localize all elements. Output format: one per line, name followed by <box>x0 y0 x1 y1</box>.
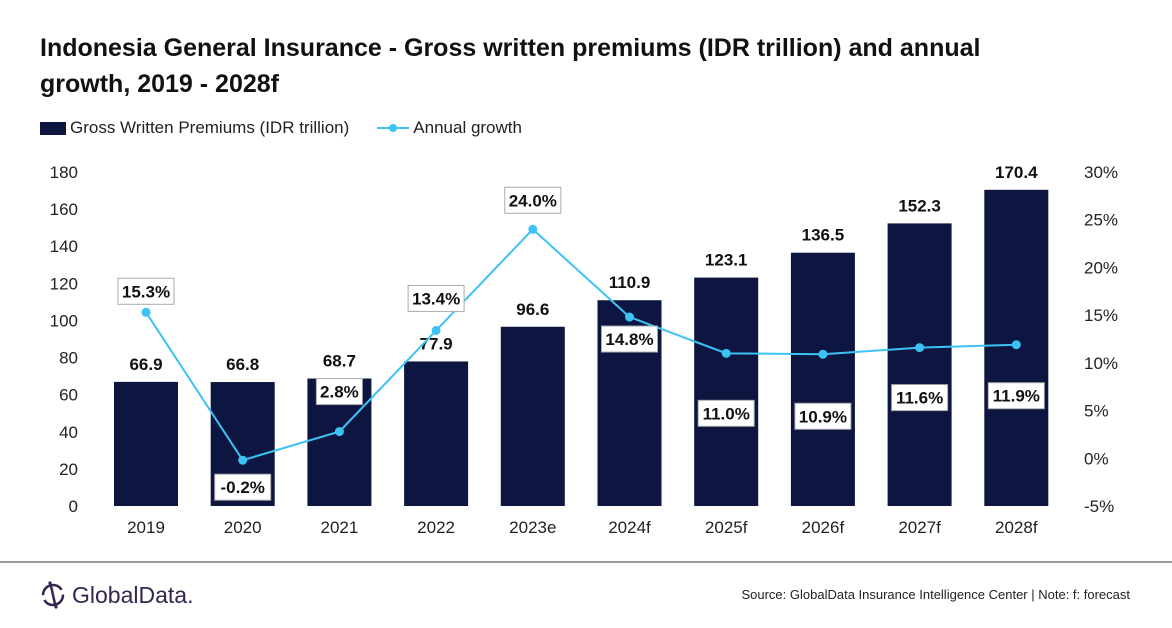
y-left-tick: 100 <box>50 311 78 330</box>
y-right-tick: 10% <box>1084 354 1118 373</box>
globaldata-logo-icon <box>41 581 65 609</box>
y-right-tick: 0% <box>1084 449 1109 468</box>
x-tick: 2020 <box>224 518 262 537</box>
bar-value-label: 170.4 <box>995 163 1038 182</box>
growth-label-box <box>214 473 272 501</box>
y-left-tick: 20 <box>59 460 78 479</box>
growth-label: 10.9% <box>799 407 847 426</box>
growth-point <box>721 348 731 358</box>
y-right-tick: 30% <box>1084 163 1118 182</box>
growth-label: 13.4% <box>412 289 460 308</box>
growth-point <box>141 307 151 317</box>
legend-item-growth: Annual growth <box>377 118 522 138</box>
y-left-tick: 120 <box>50 274 78 293</box>
y-left-tick: 140 <box>50 237 78 256</box>
y-right-tick: 20% <box>1084 258 1118 277</box>
y-left-tick: 0 <box>69 497 78 516</box>
bar-2022 <box>404 361 469 506</box>
x-tick: 2028f <box>995 518 1038 537</box>
x-tick: 2022 <box>417 518 455 537</box>
y-right-tick: 5% <box>1084 402 1109 421</box>
x-tick: 2023e <box>509 518 556 537</box>
growth-label-box <box>407 284 465 312</box>
growth-label-box <box>987 382 1045 410</box>
growth-label-box <box>891 384 949 412</box>
growth-point <box>431 325 441 335</box>
y-right-tick: 15% <box>1084 306 1118 325</box>
y-left-tick: 80 <box>59 349 78 368</box>
growth-line <box>145 227 1017 462</box>
growth-point <box>528 224 538 234</box>
y-left-tick: 40 <box>59 423 78 442</box>
growth-point <box>334 427 344 437</box>
growth-label-box <box>794 402 852 430</box>
growth-point <box>1011 340 1021 350</box>
legend-label-premiums: Gross Written Premiums (IDR trillion) <box>70 118 350 137</box>
growth-point <box>915 343 925 353</box>
x-tick: 2024f <box>608 518 651 537</box>
y-left-tick: 160 <box>50 200 78 219</box>
growth-label-box <box>697 399 755 427</box>
growth-label: 11.9% <box>993 387 1040 406</box>
x-tick: 2027f <box>898 518 941 537</box>
y-left-tick: 60 <box>59 386 78 405</box>
legend-swatch-line <box>377 121 410 135</box>
growth-point <box>625 312 634 322</box>
legend-swatch-bar <box>40 121 66 135</box>
chart-plot: 0 20 40 60 80 100 120 140 160 180 -5% 0% 5% 10% 15% 20%… <box>50 163 1118 537</box>
growth-point <box>238 455 248 465</box>
growth-label-box <box>315 378 363 406</box>
globaldata-logo: GlobalData. <box>40 580 193 610</box>
growth-label: 24.0% <box>509 191 557 210</box>
bar-value-label: 66.9 <box>129 355 162 374</box>
bar-2027f <box>887 223 952 506</box>
growth-label: 15.3% <box>122 282 170 301</box>
footer-divider <box>0 561 1172 563</box>
growth-label: 11.0% <box>703 404 750 423</box>
growth-label-box <box>504 186 562 214</box>
x-tick: 2026f <box>802 518 845 537</box>
y-left-tick: 180 <box>50 163 78 182</box>
legend-item-premiums: Gross Written Premiums (IDR trillion) <box>40 118 349 138</box>
growth-label: 2.8% <box>320 383 359 402</box>
source-note: Source: GlobalData Insurance Intelligenc… <box>741 587 1130 602</box>
y-right-tick: -5% <box>1084 497 1114 516</box>
x-tick: 2019 <box>127 518 165 537</box>
growth-label: 14.8% <box>605 330 653 349</box>
bar-value-label: 123.1 <box>705 251 748 270</box>
x-tick: 2021 <box>320 518 358 537</box>
legend-label-growth: Annual growth <box>413 118 522 137</box>
growth-label: 11.6% <box>896 389 943 408</box>
growth-label-box <box>601 325 658 353</box>
bar-value-label: 96.6 <box>516 300 549 319</box>
growth-label: -0.2% <box>220 478 264 497</box>
growth-point <box>818 349 828 359</box>
growth-label-box <box>117 277 175 305</box>
bar-value-label: 68.7 <box>323 352 356 371</box>
logo-text: GlobalData. <box>72 581 194 608</box>
bar-2023e <box>500 326 565 506</box>
x-tick: 2025f <box>705 518 748 537</box>
bar-value-label: 66.8 <box>226 355 259 374</box>
y-right-tick: 25% <box>1084 211 1118 230</box>
bar-2025f <box>694 277 759 506</box>
bar-value-label: 152.3 <box>898 196 941 215</box>
bar-value-label: 110.9 <box>609 273 651 292</box>
bar-2019 <box>114 381 178 506</box>
legend: Gross Written Premiums (IDR trillion) An… <box>40 118 522 138</box>
chart-title: Indonesia General Insurance - Gross writ… <box>40 34 981 98</box>
bar-value-label: 136.5 <box>802 226 845 245</box>
bar-2026f <box>790 252 855 506</box>
